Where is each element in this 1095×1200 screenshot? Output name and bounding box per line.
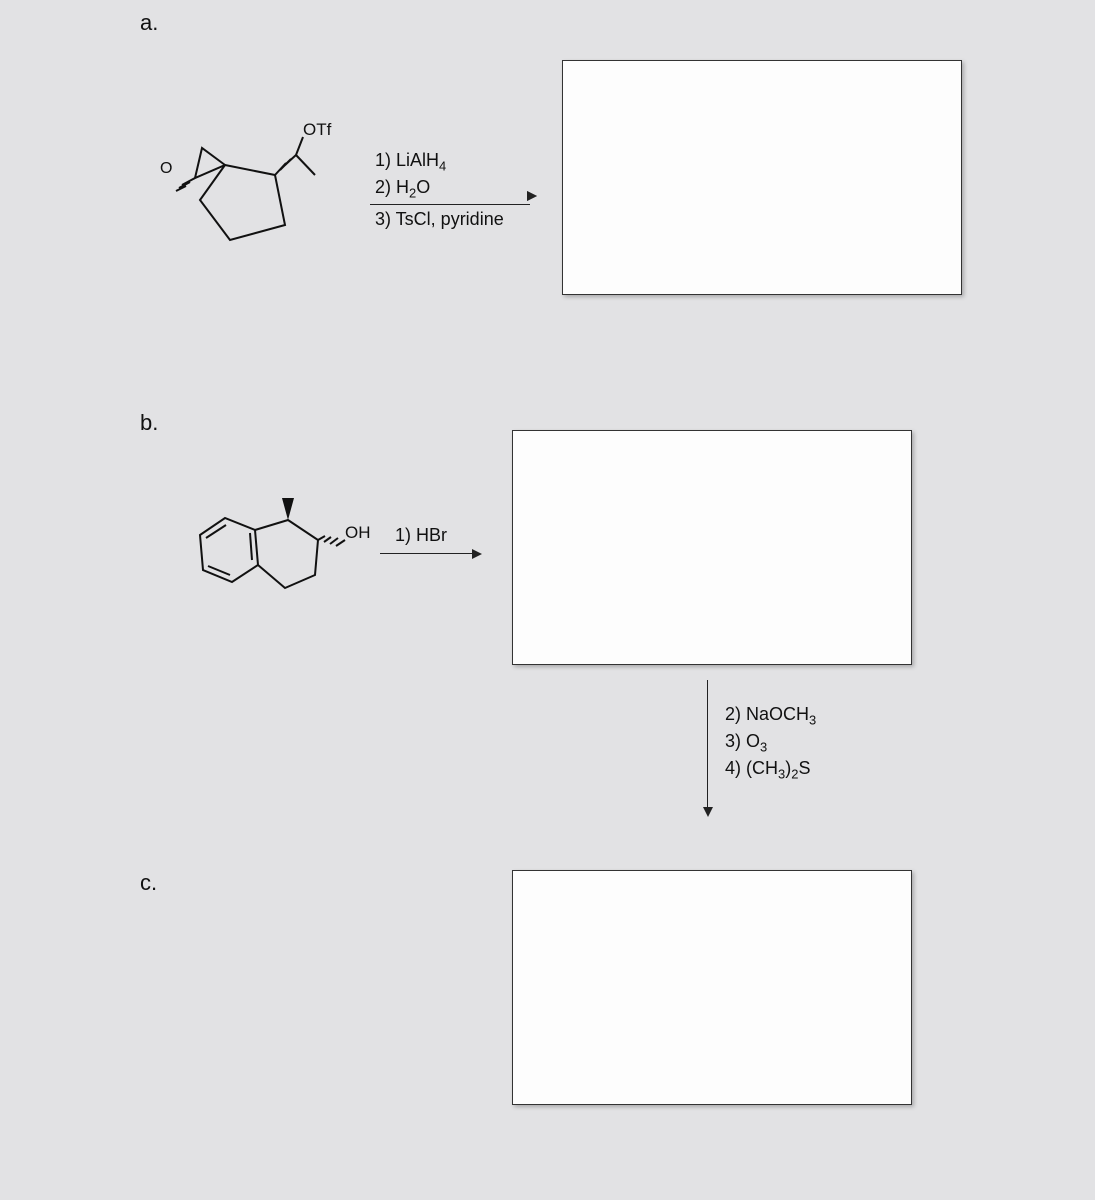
label-b: b. [140,410,158,436]
reagent-a-1: 1) LiAlH4 [375,148,530,175]
arrow-bc [707,680,708,815]
reagent-bc-2: 2) NaOCH3 [725,702,816,729]
arrow-b [380,553,480,554]
answer-box-a[interactable] [562,60,962,295]
label-otf: OTf [303,120,331,140]
reagent-bc-3: 3) O3 [725,729,816,756]
reagents-b: 1) HBr [395,523,447,547]
label-o: O [160,160,172,178]
label-c: c. [140,870,157,896]
structure-b: OH [170,470,380,625]
reagent-a-3: 3) TsCl, pyridine [375,207,530,231]
label-oh: OH [345,523,371,543]
reagents-a: 1) LiAlH4 2) H2O 3) TsCl, pyridine [375,148,530,231]
answer-box-b[interactable] [512,430,912,665]
structure-a: O OTf [140,130,350,275]
answer-box-c[interactable] [512,870,912,1105]
reagent-bc-4: 4) (CH3)2S [725,756,816,783]
label-a: a. [140,10,158,36]
reagent-a-2: 2) H2O [375,175,530,202]
reagents-bc: 2) NaOCH3 3) O3 4) (CH3)2S [725,702,816,783]
reagent-b-1: 1) HBr [395,523,447,547]
